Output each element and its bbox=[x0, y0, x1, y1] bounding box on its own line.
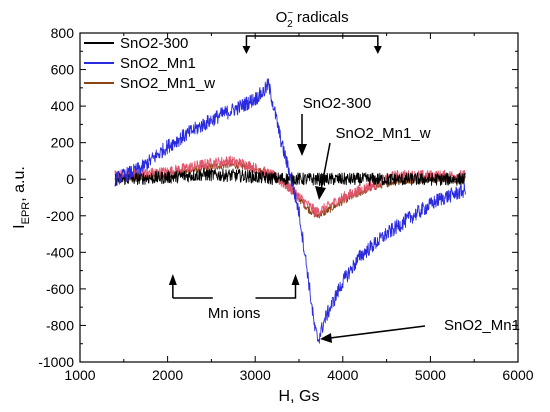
annotation-mn1: SnO2_Mn1 bbox=[444, 317, 520, 334]
y-tick-label: 800 bbox=[51, 25, 75, 41]
x-axis-title: H, Gs bbox=[279, 388, 320, 405]
series-layer bbox=[114, 78, 466, 344]
legend-label: SnO2_Mn1_w bbox=[120, 75, 215, 92]
y-tick-label: 200 bbox=[51, 135, 75, 151]
x-tick-label: 4000 bbox=[327, 367, 358, 383]
x-tick-label: 1000 bbox=[64, 367, 95, 383]
y-tick-label: -1000 bbox=[38, 354, 74, 370]
x-tick-label: 3000 bbox=[240, 367, 271, 383]
annotation-mn-ions: Mn ions bbox=[208, 305, 261, 322]
y-tick-label: -800 bbox=[46, 317, 74, 333]
y-tick-label: 400 bbox=[51, 98, 75, 114]
axes: 1000 2000 3000 4000 5000 6000-1000-800-600-40… bbox=[38, 25, 534, 383]
arrow-head bbox=[320, 333, 332, 343]
arrow-shaft bbox=[329, 325, 426, 339]
series-line-3 bbox=[114, 155, 466, 218]
y-tick-label: -600 bbox=[46, 281, 74, 297]
annotation-mn1-w: SnO2_Mn1_w bbox=[335, 125, 430, 142]
annotation-sno2-300: SnO2-300 bbox=[303, 95, 371, 112]
mn-ions-bracket bbox=[172, 282, 297, 299]
legend-label: SnO2-300 bbox=[120, 35, 188, 52]
radicals-label: O− 2 radicals bbox=[276, 8, 349, 30]
y-tick-label: -200 bbox=[46, 208, 74, 224]
legend-label: SnO2_Mn1 bbox=[120, 55, 196, 72]
series-line-1 bbox=[114, 78, 466, 344]
arrow-head bbox=[373, 46, 382, 54]
axis-labels: H, Gs IEPR, a.u. bbox=[11, 166, 319, 405]
y-axis-title: IEPR, a.u. bbox=[11, 166, 32, 229]
annotations: O− 2 radicals SnO2-300 SnO2_Mn1_w Mn ions SnO… bbox=[168, 8, 520, 343]
arrow-shaft bbox=[320, 142, 331, 191]
arrow-head bbox=[168, 274, 177, 285]
arrow-head bbox=[291, 274, 300, 285]
y-tick-label: 600 bbox=[51, 62, 75, 78]
arrow-head bbox=[315, 186, 326, 200]
y-tick-label: -400 bbox=[46, 244, 74, 260]
radicals-bracket bbox=[245, 35, 379, 48]
legend: SnO2-300 SnO2_Mn1 SnO2_Mn1_w bbox=[84, 35, 215, 92]
arrow-head bbox=[297, 144, 307, 156]
x-tick-label: 5000 bbox=[415, 367, 446, 383]
x-tick-label: 2000 bbox=[152, 367, 183, 383]
y-tick-label: 0 bbox=[66, 171, 74, 187]
x-tick-label: 6000 bbox=[502, 367, 533, 383]
arrow-head bbox=[242, 46, 251, 54]
